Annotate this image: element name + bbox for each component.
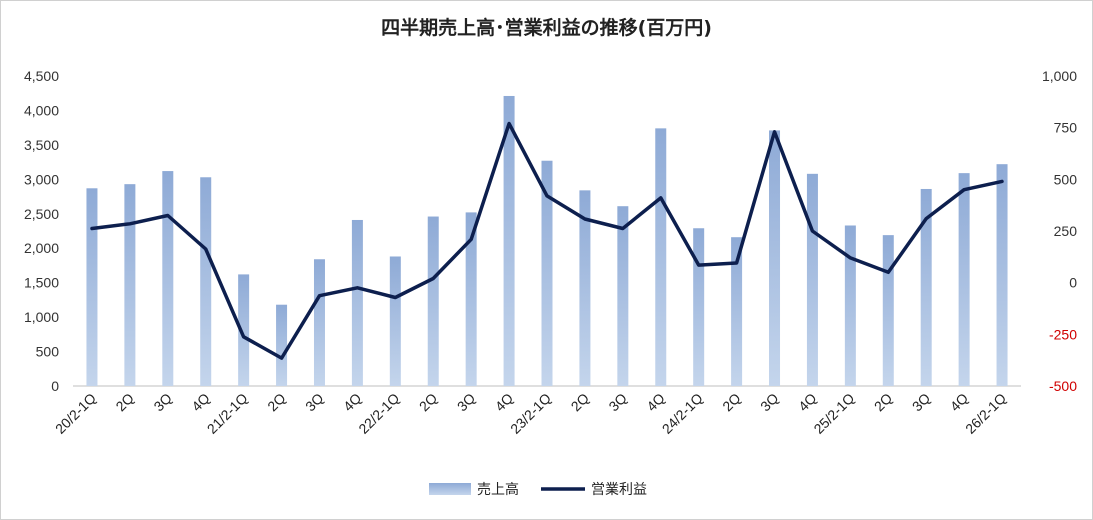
x-tick-label: 22/2-1Q xyxy=(355,390,402,437)
bar xyxy=(541,160,553,386)
right-tick-label: -500 xyxy=(1049,378,1077,394)
x-tick-label: 4Q xyxy=(340,390,365,415)
right-tick-label: 750 xyxy=(1054,120,1078,136)
left-tick-label: 500 xyxy=(36,344,60,360)
right-tick-label: 500 xyxy=(1054,171,1078,187)
right-tick-label: 250 xyxy=(1054,223,1078,239)
left-tick-label: 1,000 xyxy=(24,309,59,325)
bar xyxy=(86,188,98,386)
left-tick-label: 3,000 xyxy=(24,171,59,187)
bar xyxy=(920,188,932,386)
x-tick-label: 3Q xyxy=(909,390,934,415)
x-tick-label: 3Q xyxy=(605,390,630,415)
bar xyxy=(313,259,325,386)
left-tick-label: 3,500 xyxy=(24,137,59,153)
left-tick-label: 0 xyxy=(51,378,59,394)
right-tick-label: -250 xyxy=(1049,326,1077,342)
left-tick-label: 2,500 xyxy=(24,206,59,222)
x-tick-label: 24/2-1Q xyxy=(659,390,706,437)
x-tick-label: 20/2-1Q xyxy=(52,390,99,437)
bar xyxy=(465,212,477,386)
bar xyxy=(693,228,705,386)
left-tick-label: 4,000 xyxy=(24,102,59,118)
x-tick-label: 25/2-1Q xyxy=(810,390,857,437)
x-tick-label: 3Q xyxy=(454,390,479,415)
x-tick-label: 4Q xyxy=(492,390,517,415)
x-tick-label: 3Q xyxy=(302,390,327,415)
bar xyxy=(996,164,1008,386)
left-tick-label: 4,500 xyxy=(24,68,59,84)
bar xyxy=(617,206,629,386)
bar xyxy=(200,177,212,386)
left-axis-ticks: 4,500 4,000 3,500 3,000 2,500 2,000 1,500 1,000… xyxy=(24,68,59,394)
legend: 売上高 営業利益 xyxy=(429,481,647,498)
x-tick-label: 2Q xyxy=(871,390,896,415)
legend-label-line: 営業利益 xyxy=(591,482,647,498)
bar xyxy=(731,237,743,386)
x-tick-label: 2Q xyxy=(416,390,441,415)
x-tick-label: 4Q xyxy=(947,390,972,415)
x-tick-label: 26/2-1Q xyxy=(962,390,1009,437)
x-tick-label: 4Q xyxy=(795,390,820,415)
bar xyxy=(882,235,894,386)
right-axis-ticks: 1,000 750 500 250 0 -250 -500 xyxy=(1042,68,1077,394)
bar xyxy=(162,171,174,386)
left-tick-label: 2,000 xyxy=(24,240,59,256)
operating-profit-line xyxy=(90,121,1004,360)
right-tick-label: 0 xyxy=(1069,275,1077,291)
bar-series xyxy=(86,95,1008,386)
x-tick-label: 23/2-1Q xyxy=(507,390,554,437)
x-tick-label: 2Q xyxy=(264,390,289,415)
bar xyxy=(389,256,401,386)
bar xyxy=(655,128,667,386)
left-tick-label: 1,500 xyxy=(24,275,59,291)
legend-label-bar: 売上高 xyxy=(477,481,519,498)
x-tick-label: 21/2-1Q xyxy=(204,390,251,437)
bar xyxy=(844,225,856,386)
bar xyxy=(351,219,363,386)
bar xyxy=(276,304,288,386)
bar xyxy=(427,216,439,386)
line-series xyxy=(90,121,1004,360)
bar xyxy=(806,173,818,386)
bar xyxy=(579,190,591,386)
chart-title: 四半期売上高･営業利益の推移(百万円) xyxy=(381,17,712,39)
bar xyxy=(238,274,250,386)
bar xyxy=(958,173,970,386)
legend-swatch-bar xyxy=(429,483,471,495)
x-tick-label: 2Q xyxy=(568,390,593,415)
x-tick-label: 2Q xyxy=(719,390,744,415)
x-tick-label: 4Q xyxy=(643,390,668,415)
x-tick-label: 2Q xyxy=(112,390,137,415)
bar xyxy=(769,130,781,386)
x-tick-label: 3Q xyxy=(757,390,782,415)
bar xyxy=(124,184,136,386)
x-tick-label: 4Q xyxy=(188,390,213,415)
right-tick-label: 1,000 xyxy=(1042,68,1077,84)
x-tick-label: 3Q xyxy=(150,390,175,415)
bar xyxy=(503,95,515,386)
